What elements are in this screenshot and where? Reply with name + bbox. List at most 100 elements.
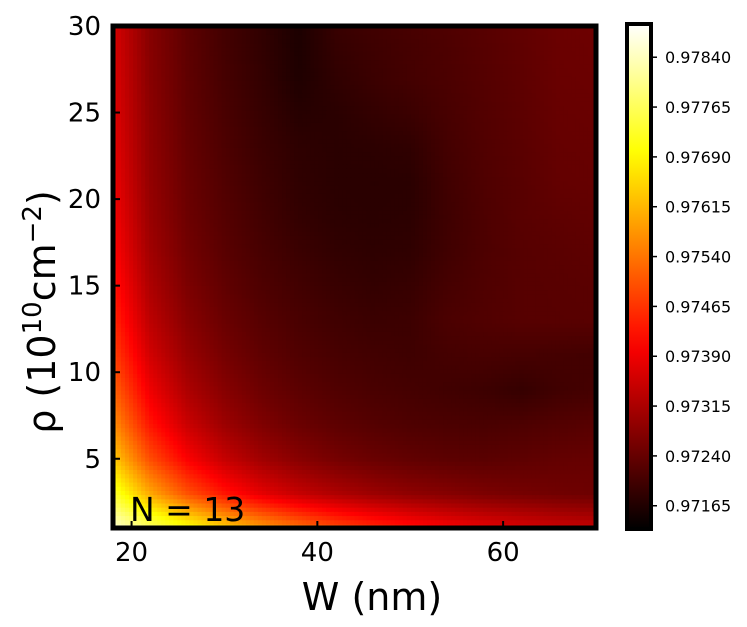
heatmap-cell	[410, 394, 416, 399]
heatmap-cell	[430, 435, 436, 441]
heatmap-cell	[310, 477, 315, 483]
heatmap-cell	[559, 435, 565, 441]
heatmap-cell	[579, 461, 585, 466]
heatmap-cell	[587, 394, 593, 399]
heatmap-cell	[249, 477, 255, 483]
heatmap-cell	[261, 398, 267, 404]
heatmap-cell	[318, 356, 323, 362]
heatmap-cell	[310, 377, 315, 383]
heatmap-cell	[201, 519, 207, 525]
heatmap-cell	[330, 364, 335, 370]
heatmap-cell	[467, 519, 472, 525]
heatmap-cell	[571, 507, 577, 512]
heatmap-cell	[322, 486, 327, 491]
heatmap-cell	[555, 369, 561, 374]
heatmap-cell	[314, 461, 319, 466]
heatmap-cell	[221, 423, 227, 429]
heatmap-cell	[350, 398, 356, 404]
heatmap-cell	[463, 494, 468, 500]
heatmap-cell	[169, 511, 174, 517]
heatmap-cell	[471, 369, 476, 374]
heatmap-cell	[503, 440, 509, 445]
heatmap-cell	[145, 356, 150, 362]
heatmap-cell	[229, 519, 235, 525]
heatmap-cell	[253, 511, 259, 517]
heatmap-cell	[330, 444, 335, 450]
heatmap-cell	[451, 410, 456, 416]
heatmap-cell	[189, 431, 195, 437]
heatmap-cell	[133, 360, 138, 366]
heatmap-cell	[575, 486, 581, 491]
heatmap-cell	[294, 398, 299, 404]
heatmap-cell	[193, 507, 199, 512]
heatmap-cell	[499, 423, 505, 429]
heatmap-cell	[282, 440, 287, 445]
heatmap-cell	[487, 435, 492, 441]
heatmap-cell	[153, 356, 158, 362]
heatmap-cell	[245, 406, 251, 412]
heatmap-cell	[249, 519, 255, 525]
heatmap-cell	[475, 515, 480, 521]
heatmap-cell	[322, 448, 327, 454]
heatmap-cell	[121, 356, 126, 362]
heatmap-cell	[390, 360, 396, 366]
heatmap-cell	[527, 511, 533, 517]
heatmap-cell	[567, 423, 573, 429]
heatmap-cell	[455, 394, 460, 399]
heatmap-cell	[475, 507, 480, 512]
heatmap-cell	[326, 448, 331, 454]
heatmap-cell	[390, 456, 396, 462]
heatmap-cell	[117, 394, 122, 399]
heatmap-cell	[579, 385, 585, 391]
heatmap-cell	[398, 373, 404, 378]
heatmap-cell	[257, 373, 263, 378]
heatmap-cell	[475, 398, 480, 404]
heatmap-cell	[475, 389, 480, 395]
heatmap-cell	[527, 465, 533, 471]
heatmap-cell	[410, 427, 416, 433]
heatmap-cell	[394, 515, 400, 521]
heatmap-cell	[290, 486, 295, 491]
heatmap-cell	[410, 410, 416, 416]
heatmap-cell	[547, 402, 553, 408]
heatmap-cell	[370, 373, 376, 378]
heatmap-cell	[507, 507, 513, 512]
heatmap-cell	[374, 360, 380, 366]
heatmap-cell	[370, 490, 376, 496]
heatmap-cell	[563, 469, 569, 475]
heatmap-cell	[282, 381, 287, 387]
heatmap-cell	[209, 360, 215, 366]
heatmap-cell	[495, 494, 500, 500]
heatmap-cell	[233, 502, 239, 508]
heatmap-cell	[286, 444, 291, 450]
heatmap-cell	[547, 406, 553, 412]
heatmap-cell	[543, 444, 549, 450]
heatmap-cell	[439, 389, 444, 395]
heatmap-cell	[378, 502, 384, 508]
heatmap-cell	[241, 502, 247, 508]
heatmap-cell	[362, 481, 368, 487]
heatmap-cell	[406, 377, 412, 383]
heatmap-cell	[149, 389, 154, 395]
heatmap-cell	[221, 369, 227, 374]
heatmap-cell	[402, 398, 408, 404]
heatmap-cell	[539, 507, 545, 512]
heatmap-cell	[121, 431, 126, 437]
heatmap-cell	[330, 373, 335, 378]
heatmap-cell	[414, 352, 420, 358]
heatmap-cell	[447, 481, 452, 487]
heatmap-cell	[133, 440, 138, 445]
heatmap-cell	[487, 389, 492, 395]
heatmap-cell	[559, 385, 565, 391]
heatmap-cell	[414, 394, 420, 399]
heatmap-cell	[418, 385, 424, 391]
heatmap-cell	[346, 398, 352, 404]
heatmap-cell	[519, 385, 525, 391]
heatmap-cell	[422, 456, 428, 462]
heatmap-cell	[374, 410, 380, 416]
heatmap-cell	[253, 473, 259, 479]
heatmap-cell	[318, 398, 323, 404]
heatmap-cell	[406, 398, 412, 404]
heatmap-cell	[237, 356, 243, 362]
heatmap-cell	[378, 519, 384, 525]
